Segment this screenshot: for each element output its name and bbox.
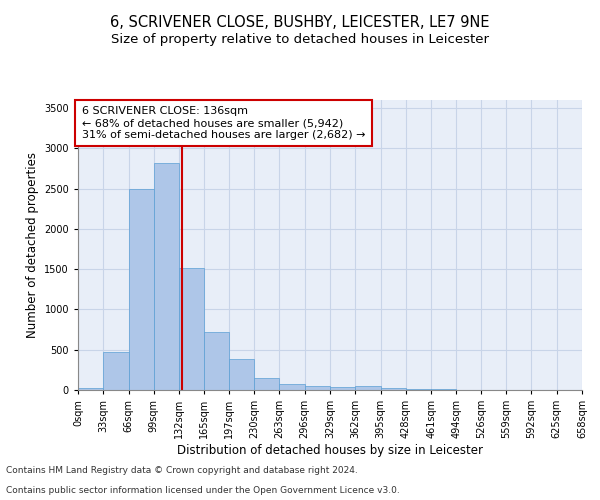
Bar (128, 188, 154, 390)
Bar (431, 389, 457, 390)
X-axis label: Distribution of detached houses by size in Leicester: Distribution of detached houses by size … (177, 444, 483, 457)
Text: Contains HM Land Registry data © Crown copyright and database right 2024.: Contains HM Land Registry data © Crown c… (6, 466, 358, 475)
Bar (78, 388, 103, 390)
Text: 6 SCRIVENER CLOSE: 136sqm
← 68% of detached houses are smaller (5,942)
31% of se: 6 SCRIVENER CLOSE: 136sqm ← 68% of detac… (82, 106, 365, 140)
Text: Contains public sector information licensed under the Open Government Licence v3: Contains public sector information licen… (6, 486, 400, 495)
Bar (280, 384, 305, 390)
Bar (330, 387, 355, 390)
Bar (355, 386, 380, 390)
Bar (103, 352, 128, 390)
Bar (406, 389, 431, 390)
Bar (254, 378, 280, 390)
Y-axis label: Number of detached properties: Number of detached properties (26, 152, 38, 338)
Bar (305, 386, 330, 390)
Bar (179, 268, 205, 390)
Text: 6, SCRIVENER CLOSE, BUSHBY, LEICESTER, LE7 9NE: 6, SCRIVENER CLOSE, BUSHBY, LEICESTER, L… (110, 15, 490, 30)
Bar (229, 358, 254, 390)
Bar (205, 332, 229, 390)
Bar (380, 388, 406, 390)
Bar (154, 163, 179, 390)
Text: Size of property relative to detached houses in Leicester: Size of property relative to detached ho… (111, 32, 489, 46)
